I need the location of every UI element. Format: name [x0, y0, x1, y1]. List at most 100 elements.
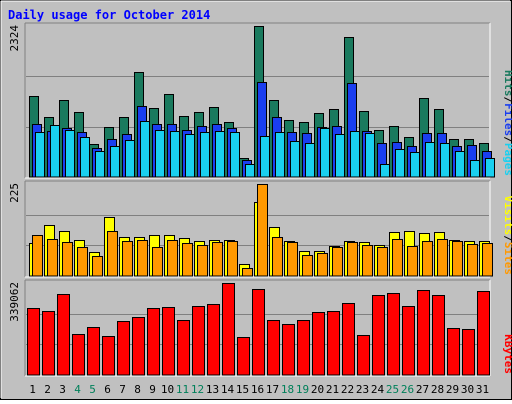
x-tick-label: 7 — [119, 383, 126, 396]
x-tick-label: 4 — [74, 383, 81, 396]
bar-sites-day-13 — [212, 242, 223, 277]
x-tick-label: 12 — [191, 383, 204, 396]
bar-kbytes-day-24 — [372, 295, 385, 376]
bar-sites-day-5 — [92, 256, 103, 277]
bar-kbytes-day-15 — [237, 337, 250, 376]
legend-hits: Hits — [502, 70, 512, 97]
bar-pages-day-1 — [35, 132, 45, 178]
bar-pages-day-10 — [170, 131, 180, 178]
bar-sites-day-15 — [242, 268, 253, 277]
legend-sites: Sites — [502, 242, 512, 275]
x-tick-label: 15 — [236, 383, 249, 396]
bar-pages-day-19 — [305, 143, 315, 178]
bar-pages-day-6 — [110, 146, 120, 178]
bar-pages-day-27 — [425, 142, 435, 178]
bar-sites-day-29 — [452, 241, 463, 277]
bar-kbytes-day-12 — [192, 306, 205, 376]
legend-files: Files — [502, 103, 512, 136]
x-tick-label: 23 — [356, 383, 369, 396]
x-tick-label: 17 — [266, 383, 279, 396]
x-tick-label: 21 — [326, 383, 339, 396]
legend-pages: Pages — [502, 143, 512, 176]
bar-kbytes-day-27 — [417, 290, 430, 376]
bar-kbytes-day-9 — [147, 308, 160, 376]
x-tick-label: 14 — [221, 383, 235, 396]
bar-pages-day-12 — [200, 132, 210, 178]
x-tick-label: 2 — [44, 383, 51, 396]
x-tick-label: 10 — [161, 383, 174, 396]
bar-kbytes-day-23 — [357, 335, 370, 376]
bar-sites-day-7 — [122, 241, 133, 277]
bar-kbytes-day-29 — [447, 328, 460, 376]
bar-sites-day-19 — [302, 255, 313, 277]
bar-sites-day-25 — [392, 239, 403, 277]
bar-sites-day-28 — [437, 239, 448, 277]
x-tick-label: 6 — [104, 383, 111, 396]
bar-sites-day-23 — [362, 245, 373, 277]
bar-pages-day-16 — [260, 136, 270, 178]
bar-sites-day-10 — [167, 240, 178, 277]
bar-pages-day-30 — [470, 160, 480, 178]
bar-sites-day-12 — [197, 245, 208, 277]
bar-sites-day-20 — [317, 253, 328, 277]
legend-text: KBytes — [502, 334, 512, 374]
bar-kbytes-day-17 — [267, 320, 280, 376]
x-tick-label: 25 — [386, 383, 399, 396]
bar-pages-day-23 — [365, 133, 375, 178]
bar-pages-day-15 — [245, 164, 255, 178]
x-tick-label: 31 — [476, 383, 489, 396]
bar-pages-day-29 — [455, 151, 465, 178]
x-tick-label: 19 — [296, 383, 309, 396]
x-tick-label: 28 — [431, 383, 444, 396]
bar-sites-day-21 — [332, 247, 343, 277]
bar-pages-day-24 — [380, 164, 390, 178]
bar-pages-day-20 — [320, 128, 330, 178]
bar-kbytes-day-25 — [387, 293, 400, 376]
legend-2: KBytes — [502, 334, 512, 374]
bar-pages-day-14 — [230, 132, 240, 178]
legend-text: Visits/Sites — [502, 196, 512, 276]
x-tick-label: 29 — [446, 383, 459, 396]
bar-sites-day-27 — [422, 241, 433, 277]
x-tick-label: 22 — [341, 383, 354, 396]
legend-text: Hits/Files/Pages — [502, 70, 512, 176]
bar-kbytes-day-11 — [177, 320, 190, 376]
bar-kbytes-day-18 — [282, 324, 295, 376]
bar-sites-day-26 — [407, 246, 418, 277]
bar-sites-day-6 — [107, 231, 118, 277]
bar-sites-day-30 — [467, 244, 478, 277]
x-tick-label: 18 — [281, 383, 294, 396]
bar-pages-day-5 — [95, 151, 105, 178]
bar-pages-day-18 — [290, 141, 300, 178]
bar-kbytes-day-7 — [117, 321, 130, 376]
bar-kbytes-day-20 — [312, 312, 325, 376]
bar-sites-day-16 — [257, 184, 268, 277]
bar-kbytes-day-14 — [222, 283, 235, 376]
x-tick-label: 3 — [59, 383, 66, 396]
x-tick-label: 24 — [371, 383, 385, 396]
bar-pages-day-2 — [50, 125, 60, 178]
x-tick-label: 27 — [416, 383, 429, 396]
bar-sites-day-4 — [77, 247, 88, 277]
bar-kbytes-day-31 — [477, 291, 490, 376]
bar-sites-day-3 — [62, 242, 73, 277]
chart-title: Daily usage for October 2014 — [8, 8, 210, 22]
bar-pages-day-17 — [275, 132, 285, 178]
bar-sites-day-31 — [482, 243, 493, 277]
bar-kbytes-day-5 — [87, 327, 100, 376]
bar-sites-day-11 — [182, 243, 193, 277]
bar-sites-day-24 — [377, 247, 388, 277]
x-tick-label: 8 — [134, 383, 141, 396]
bar-sites-day-2 — [47, 239, 58, 277]
bar-pages-day-21 — [335, 134, 345, 178]
bar-kbytes-day-4 — [72, 334, 85, 376]
x-tick-label: 16 — [251, 383, 264, 396]
bar-pages-day-4 — [80, 137, 90, 178]
x-tick-label: 13 — [206, 383, 219, 396]
y-tick-label: 339062 — [8, 282, 21, 322]
bar-pages-day-26 — [410, 152, 420, 178]
y-tick-label: 225 — [8, 183, 21, 203]
bar-pages-day-7 — [125, 140, 135, 178]
